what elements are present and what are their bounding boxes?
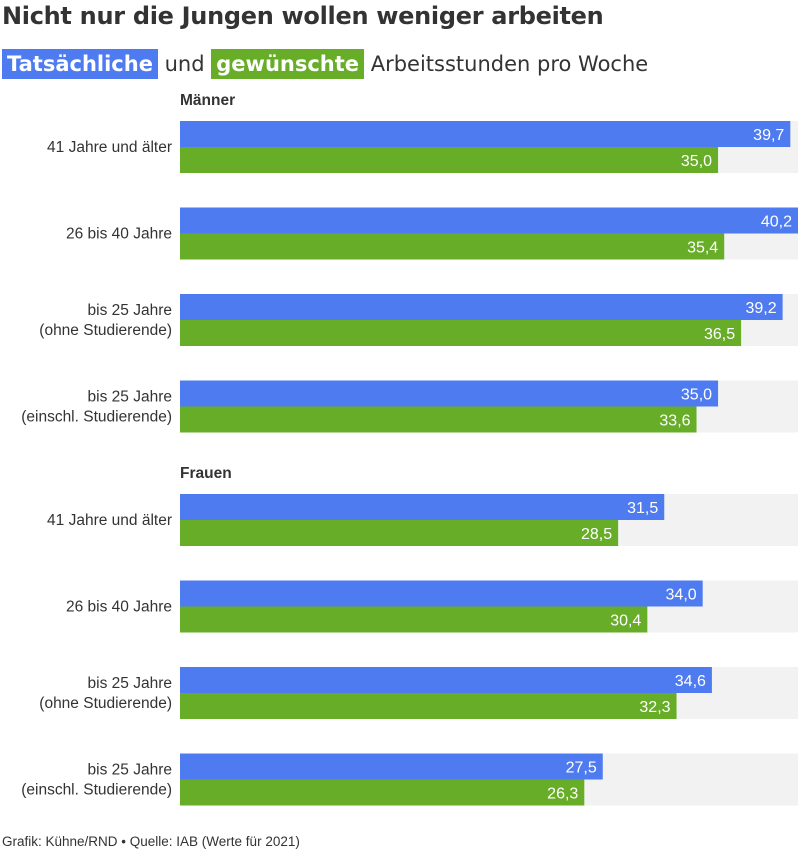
category-label: (ohne Studierende) [39, 322, 172, 339]
category-label: (ohne Studierende) [39, 695, 172, 712]
category-label: 26 bis 40 Jahre [66, 226, 172, 243]
category-label: 41 Jahre und älter [47, 139, 172, 156]
value-label-desired: 33,6 [659, 413, 690, 430]
value-label-actual: 35,0 [681, 387, 712, 404]
value-label-actual: 27,5 [566, 760, 597, 777]
value-label-desired: 30,4 [610, 613, 641, 630]
bar-actual [180, 667, 712, 693]
group-header: Frauen [180, 465, 232, 482]
bar-actual [180, 580, 703, 607]
value-label-desired: 26,3 [547, 786, 578, 803]
bar-desired [180, 406, 697, 433]
bar-actual [180, 207, 798, 234]
value-label-actual: 34,6 [675, 673, 706, 690]
value-label-desired: 35,4 [687, 240, 718, 257]
value-label-desired: 36,5 [704, 326, 735, 343]
subtitle-joiner: und [164, 52, 205, 76]
bar-desired [180, 779, 585, 806]
category-label: bis 25 Jahre [88, 762, 172, 779]
group-header: Männer [180, 92, 235, 109]
bar-desired [180, 320, 742, 346]
bar-actual [180, 494, 665, 520]
bar-desired [180, 233, 725, 260]
legend-actual: Tatsächliche [2, 49, 158, 79]
subtitle-rest: Arbeitsstunden pro Woche [370, 52, 649, 76]
category-label: bis 25 Jahre [88, 675, 172, 692]
value-label-actual: 31,5 [627, 500, 658, 517]
category-label: (einschl. Studierende) [21, 782, 172, 799]
value-label-desired: 35,0 [681, 153, 712, 170]
value-label-actual: 40,2 [761, 214, 792, 231]
category-label: bis 25 Jahre [88, 302, 172, 319]
value-label-actual: 39,2 [745, 300, 776, 317]
bar-desired [180, 520, 619, 546]
category-label: 26 bis 40 Jahre [66, 599, 172, 616]
category-label: (einschl. Studierende) [21, 409, 172, 426]
legend-desired: gewünschte [211, 49, 365, 79]
value-label-actual: 39,7 [753, 127, 784, 144]
bar-actual [180, 380, 719, 407]
category-label: bis 25 Jahre [88, 389, 172, 406]
value-label-actual: 34,0 [666, 587, 697, 604]
value-label-desired: 32,3 [639, 699, 670, 716]
chart-subtitle: Tatsächliche und gewünschte Arbeitsstund… [2, 49, 648, 81]
bar-actual [180, 753, 603, 780]
bar-desired [180, 693, 677, 719]
value-label-desired: 28,5 [581, 526, 612, 543]
bar-desired [180, 147, 719, 173]
bar-actual [180, 121, 791, 147]
chart-title: Nicht nur die Jungen wollen weniger arbe… [2, 2, 604, 30]
source-footer: Grafik: Kühne/RND • Quelle: IAB (Werte f… [2, 834, 300, 849]
bar-desired [180, 606, 648, 633]
bar-actual [180, 294, 783, 320]
category-label: 41 Jahre und älter [47, 512, 172, 529]
